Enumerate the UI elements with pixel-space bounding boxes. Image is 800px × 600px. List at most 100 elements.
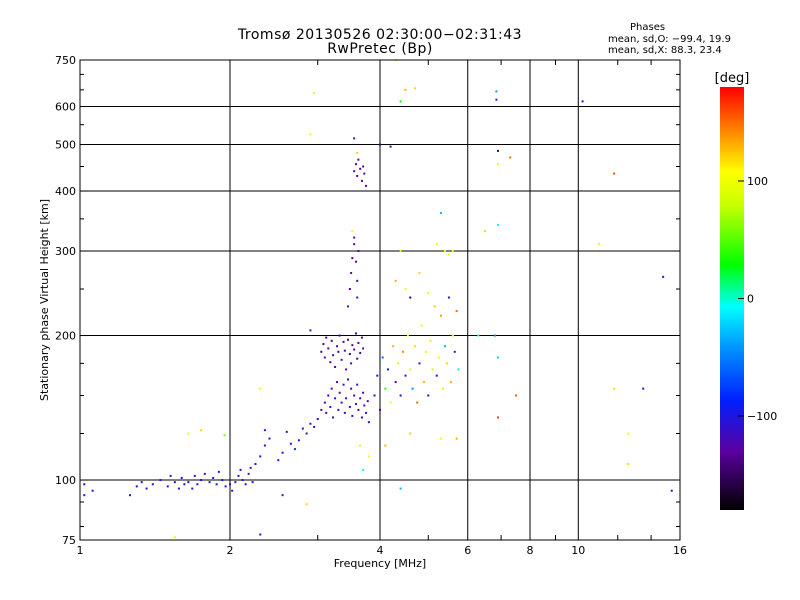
- data-point: [597, 243, 600, 246]
- data-point: [305, 503, 308, 506]
- data-point: [334, 397, 337, 400]
- data-point: [496, 416, 499, 419]
- data-point: [320, 350, 323, 353]
- data-point: [263, 429, 266, 432]
- data-point: [223, 434, 226, 437]
- phases-x-mode: mean, sd,X: 88.3, 23.4: [608, 45, 722, 56]
- x-axis-ticks: 1 2 4 6 8 10 16: [77, 60, 687, 557]
- data-point: [509, 156, 512, 159]
- y-axis-ticks: 75 100 200 300 400 500 600 750: [55, 54, 680, 547]
- data-point: [187, 481, 190, 484]
- data-point: [627, 462, 630, 465]
- data-point: [384, 387, 387, 390]
- data-point: [342, 383, 345, 386]
- data-point: [354, 163, 357, 166]
- data-point: [350, 271, 353, 274]
- x-tick-label: 8: [527, 544, 534, 557]
- data-point: [309, 422, 312, 425]
- data-point: [340, 358, 343, 361]
- phases-heading: Phases: [630, 22, 666, 33]
- data-point: [196, 483, 199, 486]
- data-point: [215, 483, 218, 486]
- data-point: [359, 167, 362, 170]
- data-point: [496, 223, 499, 226]
- data-point: [439, 437, 442, 440]
- data-point: [348, 405, 351, 408]
- data-point: [217, 470, 220, 473]
- data-point: [208, 481, 211, 484]
- y-tick-label: 300: [55, 245, 76, 258]
- data-point: [334, 365, 337, 368]
- data-point: [367, 421, 370, 424]
- grid-lines: [80, 60, 680, 540]
- data-point: [309, 133, 312, 136]
- data-point: [151, 483, 154, 486]
- data-point: [241, 479, 244, 482]
- data-point: [351, 414, 354, 417]
- data-point: [244, 483, 247, 486]
- data-point: [346, 378, 349, 381]
- data-point: [327, 347, 330, 350]
- colorbar-ticks: 100 0 −100: [738, 175, 777, 423]
- data-point: [180, 476, 183, 479]
- data-point: [357, 158, 360, 161]
- data-point: [642, 387, 645, 390]
- data-point: [365, 184, 368, 187]
- x-tick-label: 6: [464, 544, 471, 557]
- data-point: [91, 489, 94, 492]
- y-tick-label: 500: [55, 139, 76, 152]
- data-point: [443, 345, 446, 348]
- data-point: [392, 345, 395, 348]
- data-point: [447, 253, 450, 256]
- data-point: [330, 387, 333, 390]
- data-point: [348, 353, 351, 356]
- data-point: [336, 381, 339, 384]
- data-point: [404, 374, 407, 377]
- phases-o-mode: mean, sd,O: −99.4, 19.9: [608, 34, 731, 45]
- data-point: [495, 98, 498, 101]
- data-point: [365, 411, 368, 414]
- data-point: [496, 356, 499, 359]
- colorbar-tick-label: −100: [747, 410, 777, 423]
- y-tick-label: 200: [55, 330, 76, 343]
- data-point: [451, 334, 454, 337]
- data-point: [357, 341, 360, 344]
- data-point: [402, 350, 405, 353]
- data-point: [399, 100, 402, 103]
- data-point: [320, 408, 323, 411]
- data-point: [350, 362, 353, 365]
- y-tick-label: 100: [55, 474, 76, 487]
- data-point: [373, 394, 376, 397]
- data-point: [493, 334, 496, 337]
- data-point: [325, 336, 328, 339]
- data-point: [169, 474, 172, 477]
- data-point: [345, 397, 348, 400]
- data-point: [363, 404, 366, 407]
- data-point: [340, 401, 343, 404]
- data-point: [411, 387, 414, 390]
- data-point: [613, 172, 616, 175]
- data-point: [83, 494, 86, 497]
- data-point: [437, 356, 440, 359]
- data-point: [309, 329, 312, 332]
- x-tick-label: 1: [77, 544, 84, 557]
- colorbar: [deg] 100 0 −100: [715, 71, 777, 510]
- data-point: [431, 368, 434, 371]
- y-tick-label: 75: [62, 534, 76, 547]
- data-point: [359, 351, 362, 354]
- data-point: [173, 536, 176, 539]
- data-point: [376, 374, 379, 377]
- data-point: [496, 149, 499, 152]
- data-point: [332, 416, 335, 419]
- data-point: [357, 250, 360, 253]
- data-point: [389, 145, 392, 148]
- data-point: [354, 332, 357, 335]
- data-point: [381, 356, 384, 359]
- data-point: [441, 387, 444, 390]
- data-point: [406, 334, 409, 337]
- plot-frame: [79, 59, 681, 541]
- data-point: [350, 387, 353, 390]
- data-point: [379, 408, 381, 411]
- x-axis-label: Frequency [MHz]: [334, 557, 426, 570]
